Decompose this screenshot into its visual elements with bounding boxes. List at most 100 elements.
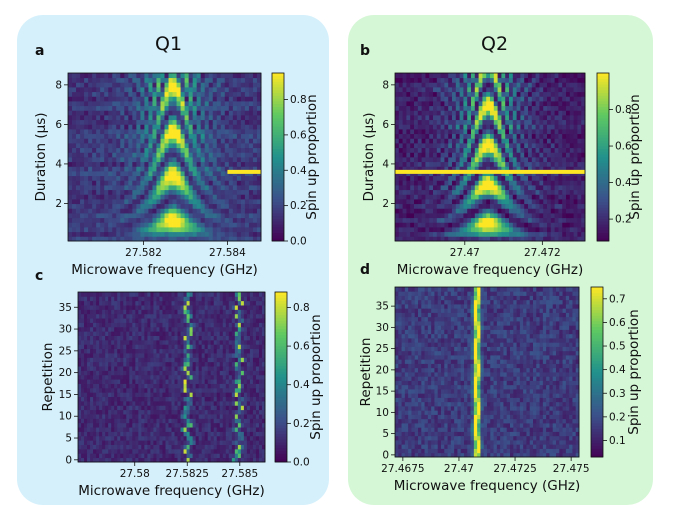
heatmap-cell — [497, 101, 502, 107]
heatmap-cell — [444, 180, 449, 186]
heatmap-cell — [177, 374, 181, 380]
heatmap-cell — [100, 101, 105, 107]
heatmap-cell — [501, 236, 506, 242]
heatmap-cell — [478, 231, 483, 237]
heatmap-cell — [150, 370, 154, 376]
heatmap-cell — [212, 203, 218, 209]
heatmap-cell — [252, 236, 258, 242]
heatmap-cell — [554, 115, 559, 121]
colorbar-segment — [597, 137, 609, 141]
heatmap-cell — [531, 175, 536, 181]
colorbar-segment — [272, 75, 284, 79]
heatmap-cell — [440, 157, 445, 163]
heatmap-cell — [188, 105, 194, 111]
heatmap-cell — [144, 129, 149, 135]
heatmap-cell — [196, 129, 202, 135]
colorbar-segment — [597, 162, 609, 166]
heatmap-cell — [240, 199, 246, 205]
heatmap-cell — [68, 129, 73, 135]
heatmap-cell — [448, 161, 453, 167]
heatmap-cell — [417, 101, 422, 107]
heatmap-cell — [138, 440, 142, 445]
heatmap-cell — [224, 213, 230, 219]
heatmap-cell — [200, 147, 206, 153]
heatmap-cell — [562, 115, 567, 121]
heatmap-cell — [436, 227, 441, 233]
heatmap-cell — [562, 217, 567, 223]
heatmap-cell — [566, 91, 571, 97]
heatmap-cell — [448, 129, 453, 135]
heatmap-cell — [425, 133, 430, 139]
heatmap-cell — [84, 91, 89, 97]
heatmap-cell — [108, 431, 112, 437]
heatmap-cell — [562, 77, 567, 83]
heatmap-cell — [168, 203, 173, 209]
heatmap-cell — [200, 119, 206, 125]
heatmap-cell — [196, 217, 202, 223]
heatmap-cell — [459, 152, 464, 158]
heatmap-cell — [220, 115, 226, 121]
heatmap-cell — [501, 143, 506, 149]
heatmap-cell — [244, 199, 250, 205]
heatmap-cell — [482, 133, 487, 139]
heatmap-cell — [248, 96, 254, 102]
heatmap-cell — [176, 82, 181, 88]
heatmap-cell — [232, 91, 238, 97]
heatmap-cell — [478, 199, 483, 205]
colorbar-segment — [272, 238, 284, 242]
heatmap-cell — [168, 91, 173, 97]
heatmap-cell — [84, 213, 89, 219]
heatmap-cell — [216, 379, 221, 384]
heatmap-cell — [78, 392, 82, 398]
heatmap-cell — [160, 194, 165, 200]
heatmap-cell — [120, 431, 124, 437]
heatmap-cell — [124, 152, 129, 158]
heatmap-cell — [152, 231, 157, 237]
heatmap-cell — [172, 161, 177, 167]
heatmap-cell — [248, 180, 254, 186]
heatmap-cell — [128, 115, 133, 121]
heatmap-cell — [186, 431, 190, 437]
heatmap-cell — [256, 133, 262, 139]
colorbar-segment — [272, 232, 284, 236]
heatmap-cell — [248, 143, 254, 149]
heatmap-cell — [165, 453, 169, 459]
colorbar-segment — [272, 193, 284, 197]
heatmap-cell — [554, 129, 559, 135]
heatmap-cell — [243, 448, 248, 454]
heatmap-cell — [528, 138, 533, 144]
heatmap-cell — [463, 124, 468, 130]
heatmap-cell — [486, 91, 491, 97]
heatmap-cell — [433, 105, 438, 111]
heatmap-cell — [452, 91, 457, 97]
heatmap-cell — [188, 129, 194, 135]
heatmap-cell — [474, 77, 479, 83]
heatmap-cell — [140, 91, 145, 97]
heatmap-cell — [448, 208, 453, 214]
heatmap-cell — [84, 171, 89, 177]
heatmap-cell — [474, 133, 479, 139]
heatmap-cell — [474, 194, 479, 200]
heatmap-cell — [120, 453, 124, 459]
heatmap-cell — [68, 175, 73, 181]
heatmap-cell — [150, 409, 154, 415]
heatmap-cell — [219, 414, 224, 419]
heatmap-cell — [531, 124, 536, 130]
heatmap-cell — [581, 105, 586, 111]
heatmap-cell — [520, 217, 525, 223]
heatmap-cell — [164, 101, 169, 107]
heatmap-cell — [80, 199, 85, 205]
heatmap-cell — [220, 152, 226, 158]
heatmap-cell — [171, 427, 175, 432]
heatmap-cell — [140, 124, 145, 130]
heatmap-cell — [114, 392, 118, 398]
heatmap-cell — [141, 392, 145, 398]
heatmap-cell — [172, 105, 177, 111]
heatmap-cell — [136, 227, 141, 233]
heatmap-cell — [440, 213, 445, 219]
heatmap-cell — [543, 152, 548, 158]
heatmap-cell — [535, 115, 540, 121]
heatmap-cell — [208, 119, 214, 125]
heatmap-cell — [84, 203, 89, 209]
heatmap-cell — [482, 82, 487, 88]
